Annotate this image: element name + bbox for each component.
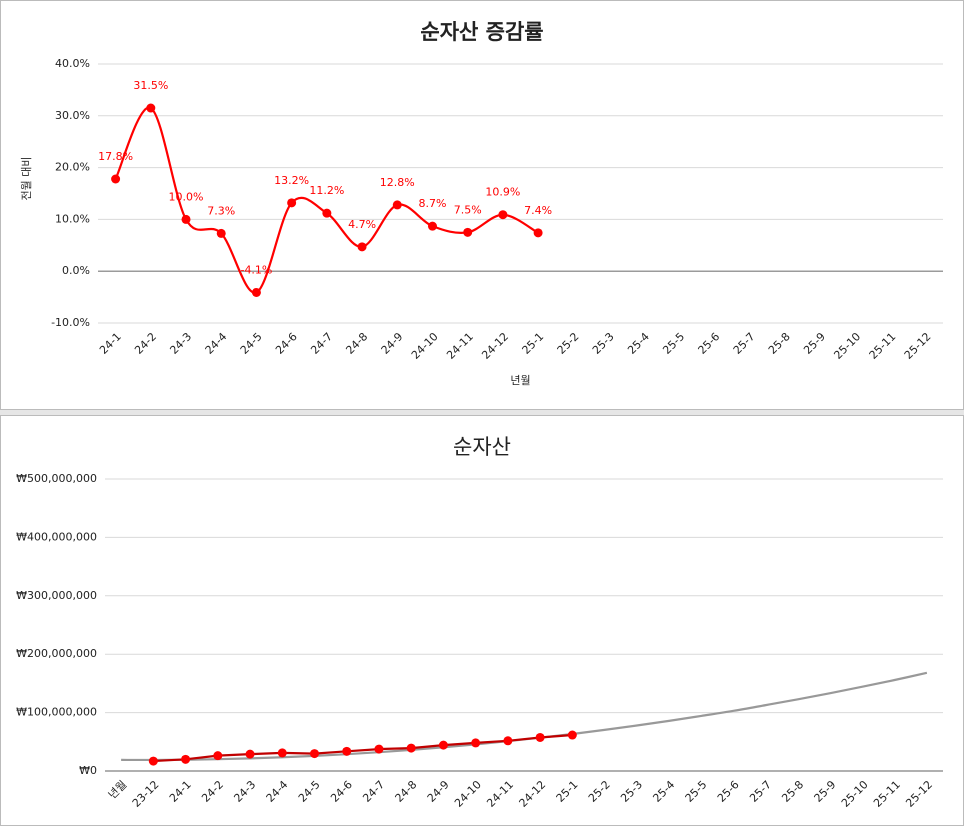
data-label: 10.9% [485,186,520,199]
marker [322,208,332,218]
marker [471,738,481,748]
marker [251,287,261,297]
data-label: 8.7% [419,197,447,210]
marker [245,749,255,759]
marker [277,748,287,758]
marker [533,228,543,238]
marker [535,732,545,742]
marker [357,242,367,252]
y-tick-label: ₩500,000,000 [16,472,97,485]
marker [148,756,158,766]
sheet-gap [0,410,964,415]
marker [567,730,577,740]
marker [498,210,508,220]
data-label: 4.7% [348,218,376,231]
data-label: 31.5% [133,79,168,92]
data-label: 7.5% [454,203,482,216]
y-axis-title: 전월 대비 [20,157,33,201]
data-label: -4.1% [240,263,272,276]
marker [374,744,384,754]
marker [427,221,437,231]
marker [111,174,121,184]
marker [146,103,156,113]
y-tick-label: 40.0% [55,57,90,70]
marker [342,746,352,756]
data-label: 13.2% [274,174,309,187]
data-label: 10.0% [169,190,204,203]
marker [392,200,402,210]
y-tick-label: 20.0% [55,161,90,174]
chart-frame [0,0,964,410]
marker [463,227,473,237]
chart-title: 순자산 증감률 [420,20,543,44]
marker [287,198,297,208]
marker [438,740,448,750]
y-tick-label: 0.0% [62,264,90,277]
marker [503,736,513,746]
marker [310,749,319,759]
data-label: 12.8% [380,176,415,189]
y-tick-label: ₩0 [79,764,97,777]
y-tick-label: 10.0% [55,212,90,225]
y-tick-label: -10.0% [51,316,90,329]
chart-title: 순자산 [453,435,511,459]
marker [181,214,191,224]
marker [181,754,191,764]
data-label: 7.4% [524,204,552,217]
y-tick-label: 30.0% [55,109,90,122]
series-line [153,733,573,763]
x-axis-title: 년월 [510,374,530,387]
data-label: 7.3% [207,204,235,217]
y-tick-label: ₩400,000,000 [16,530,97,543]
marker [216,228,226,238]
data-label: 17.8% [98,150,133,163]
marker [213,751,223,761]
data-label: 11.2% [309,184,344,197]
chart-frame [0,415,964,826]
marker [406,743,416,753]
y-tick-label: ₩100,000,000 [16,706,97,719]
y-tick-label: ₩300,000,000 [16,589,97,602]
y-tick-label: ₩200,000,000 [16,647,97,660]
